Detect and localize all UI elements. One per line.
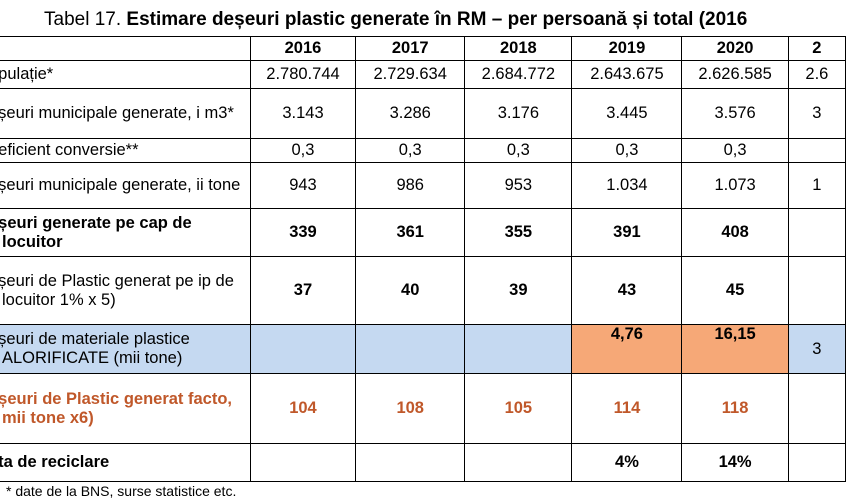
row-label: eșeuri de Plastic generat pe ip de locui… — [0, 256, 251, 325]
table-cell: 45 — [681, 256, 789, 325]
header-year: 2019 — [571, 36, 683, 61]
table-cell: 4% — [571, 443, 683, 482]
table-row: eșeuri generate pe cap de locuitor 339 3… — [0, 208, 847, 257]
table-cell — [249, 443, 357, 482]
table-cell: 391 — [571, 208, 683, 257]
table-cell: 2.780.744 — [249, 60, 357, 89]
table-row: eșeuri de Plastic generat facto, mii ton… — [0, 373, 847, 444]
table-cell: 14% — [681, 443, 789, 482]
table-cell — [464, 324, 573, 374]
table-cell: 0,3 — [464, 138, 573, 163]
header-year: 2018 — [464, 36, 573, 61]
table-cell — [787, 443, 847, 482]
table-cell: 39 — [464, 256, 573, 325]
row-label: opulație* — [0, 60, 251, 89]
table-cell: 2.729.634 — [355, 60, 466, 89]
table-cell: 1.073 — [681, 162, 789, 209]
table-cell: 2.6 — [787, 60, 847, 89]
table-cell — [355, 324, 466, 374]
header-year: 2016 — [249, 36, 357, 61]
table-cell: 118 — [681, 373, 789, 444]
table-cell: 3 — [787, 88, 847, 139]
row-label: eșeuri municipale generate, i m3* — [0, 88, 251, 139]
row-label: eșeuri de materiale plastice ALORIFICATE… — [0, 324, 251, 374]
table-cell: 3.576 — [681, 88, 789, 139]
table-cell: 105 — [464, 373, 573, 444]
table-cell: 355 — [464, 208, 573, 257]
table-cell: 0,3 — [355, 138, 466, 163]
header-year: 2 — [787, 36, 847, 61]
table-cell: 3.445 — [571, 88, 683, 139]
table-cell — [249, 324, 357, 374]
table-cell: 3 — [787, 324, 847, 374]
table-cell: 953 — [464, 162, 573, 209]
row-label: oeficient conversie** — [0, 138, 251, 163]
table-cell: 114 — [571, 373, 683, 444]
table-cell: 3.143 — [249, 88, 357, 139]
highlighted-cell: 16,15 — [681, 324, 789, 374]
caption-title: Estimare deșeuri plastic generate în RM … — [126, 9, 748, 30]
table-cell — [787, 256, 847, 325]
header-year: 2017 — [355, 36, 466, 61]
table-cell: 40 — [355, 256, 466, 325]
caption-prefix: Tabel 17. — [44, 9, 127, 30]
table-cell: 408 — [681, 208, 789, 257]
table-cell: 0,3 — [571, 138, 683, 163]
table-cell — [787, 208, 847, 257]
table-cell: 361 — [355, 208, 466, 257]
header-empty — [0, 36, 251, 61]
table-cell: 3.286 — [355, 88, 466, 139]
highlighted-cell: 4,76 — [571, 324, 683, 374]
header-row: 2016 2017 2018 2019 2020 2 — [0, 36, 847, 61]
table-cell: 37 — [249, 256, 357, 325]
row-label: eșeuri de Plastic generat facto, mii ton… — [0, 373, 251, 444]
table-row: eșeuri de materiale plastice ALORIFICATE… — [0, 324, 847, 374]
table-row: eșeuri municipale generate, i m3* 3.143 … — [0, 88, 847, 139]
table-cell: 2.684.772 — [464, 60, 573, 89]
table-cell: 339 — [249, 208, 357, 257]
table-row: oeficient conversie** 0,3 0,3 0,3 0,3 0,… — [0, 138, 847, 163]
table-cell: 943 — [249, 162, 357, 209]
table-cell: 2.643.675 — [571, 60, 683, 89]
table-row: ata de reciclare 4% 14% — [0, 443, 847, 482]
table-cell — [464, 443, 573, 482]
table-cell: 108 — [355, 373, 466, 444]
table-cell: 1.034 — [571, 162, 683, 209]
waste-estimate-table: 2016 2017 2018 2019 2020 2 opulație* 2.7… — [0, 36, 847, 482]
table-cell: 43 — [571, 256, 683, 325]
table-row: eșeuri de Plastic generat pe ip de locui… — [0, 256, 847, 325]
footnote: * date de la BNS, surse statistice etc. — [6, 483, 237, 499]
table-cell — [355, 443, 466, 482]
table-cell: 1 — [787, 162, 847, 209]
table-row: opulație* 2.780.744 2.729.634 2.684.772 … — [0, 60, 847, 89]
table-cell — [787, 373, 847, 444]
table-cell: 0,3 — [249, 138, 357, 163]
table-cell: 2.626.585 — [681, 60, 789, 89]
row-label: ata de reciclare — [0, 443, 251, 482]
table-cell: 104 — [249, 373, 357, 444]
header-year: 2020 — [681, 36, 789, 61]
table-cell — [787, 138, 847, 163]
table-cell: 986 — [355, 162, 466, 209]
table-cell: 0,3 — [681, 138, 789, 163]
row-label: eșeuri generate pe cap de locuitor — [0, 208, 251, 257]
table-cell: 3.176 — [464, 88, 573, 139]
table-caption: Tabel 17. Estimare deșeuri plastic gener… — [44, 8, 747, 32]
table-row: eșeuri municipale generate, ii tone 943 … — [0, 162, 847, 209]
row-label: eșeuri municipale generate, ii tone — [0, 162, 251, 209]
